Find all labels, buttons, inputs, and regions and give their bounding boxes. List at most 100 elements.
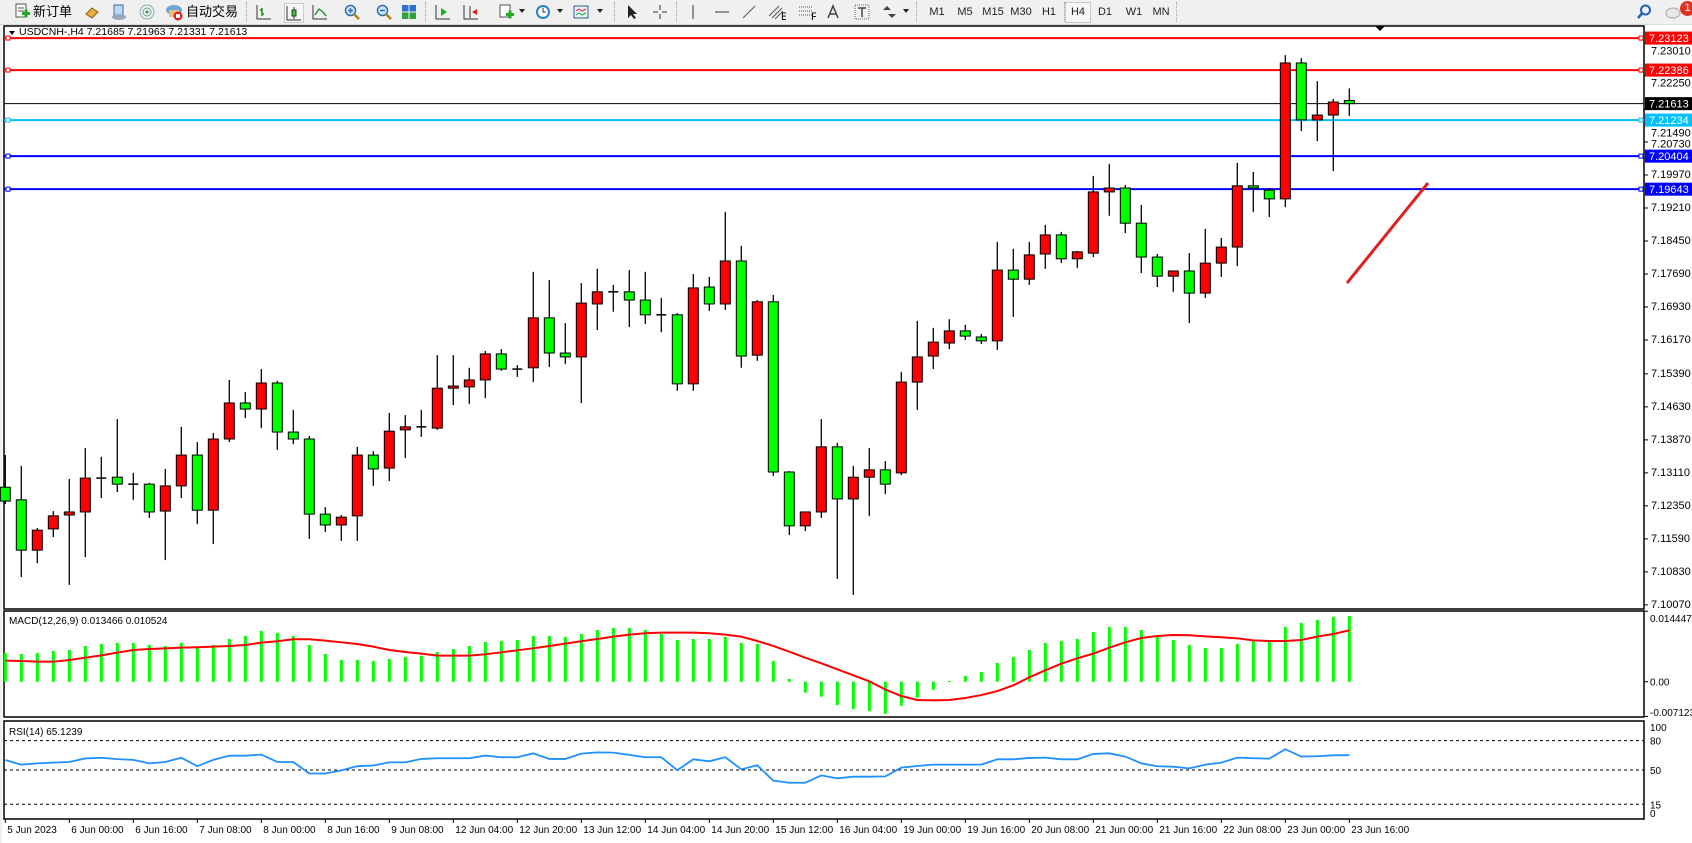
- macd-histogram-bar: [547, 635, 551, 682]
- candle-body: [0, 486, 11, 502]
- candle-body: [1023, 254, 1035, 280]
- arrow-annotation[interactable]: [1345, 182, 1430, 284]
- equidistant-channel-icon: E: [768, 5, 786, 20]
- macd-histogram-bar: [483, 641, 487, 682]
- timeframe-m5[interactable]: M5: [957, 6, 973, 18]
- candle: [799, 511, 811, 532]
- line-handle-right[interactable]: [1638, 117, 1644, 123]
- line-handle-right[interactable]: [1638, 35, 1644, 41]
- timeframe-h1[interactable]: H1: [1041, 6, 1057, 18]
- candle: [959, 324, 971, 340]
- rsi-axis-label: 100: [1650, 723, 1667, 734]
- vertical-line-button[interactable]: [685, 3, 701, 21]
- arrows-button[interactable]: [881, 3, 897, 21]
- fibonacci-button[interactable]: F: [798, 3, 816, 21]
- timeframe-mn[interactable]: MN: [1152, 6, 1170, 18]
- line-handle-left[interactable]: [5, 186, 11, 192]
- text-button[interactable]: [825, 3, 841, 21]
- horizontal-line-button[interactable]: [714, 3, 730, 21]
- toolbar: 新订单 自动交易 E F M1 M5 M15 M30 H1 H4 D1 W1 M…: [0, 0, 1692, 25]
- rsi-title: RSI(14) 65.1239: [9, 727, 83, 738]
- line-handle-left[interactable]: [5, 117, 11, 123]
- chart-shift-icon: [463, 5, 478, 20]
- line-handle-left[interactable]: [5, 153, 11, 159]
- candle-body: [1263, 189, 1275, 200]
- auto-scroll-button[interactable]: [435, 3, 451, 21]
- auto-trading-button[interactable]: [165, 3, 183, 21]
- macd-histogram-bar: [531, 635, 535, 682]
- macd-axis-label: 0.00: [1650, 678, 1670, 689]
- macd-histogram-bar: [323, 653, 327, 682]
- bar-chart-icon: [256, 5, 271, 20]
- templates-button[interactable]: [573, 3, 589, 21]
- periods-button[interactable]: [535, 3, 551, 21]
- gold-icon: [85, 7, 99, 19]
- equidistant-channel-button[interactable]: E: [768, 3, 786, 21]
- templates-dropdown[interactable]: [597, 9, 603, 13]
- candle: [847, 465, 859, 595]
- candle: [63, 478, 75, 585]
- candlestick-button[interactable]: [284, 3, 304, 23]
- candle: [96, 456, 107, 499]
- price-axis-label: 7.14630: [1651, 401, 1691, 413]
- timeframe-m15[interactable]: M15: [982, 6, 1004, 18]
- candle-body: [495, 353, 507, 370]
- chart-shift-marker-icon[interactable]: [1375, 26, 1385, 31]
- price-label-box: [1645, 182, 1692, 196]
- candle: [1071, 250, 1083, 268]
- timeframe-h4[interactable]: H4: [1065, 2, 1091, 23]
- candle-body: [143, 483, 155, 513]
- new-chart-button[interactable]: [499, 3, 515, 21]
- cursor-button[interactable]: [624, 3, 640, 21]
- new-order-button[interactable]: [14, 3, 30, 21]
- line-handle-left[interactable]: [5, 35, 11, 41]
- toolbar-separator: [1064, 2, 1065, 22]
- candle-body: [399, 426, 411, 431]
- chart-shift-button[interactable]: [463, 3, 479, 21]
- candle: [1327, 98, 1339, 172]
- candle: [543, 280, 555, 367]
- zoom-in-button[interactable]: [344, 3, 360, 21]
- line-handle-left[interactable]: [5, 67, 11, 73]
- macd-histogram-bar: [723, 636, 727, 682]
- timeframe-m1[interactable]: M1: [929, 6, 945, 18]
- crosshair-button[interactable]: [652, 3, 668, 21]
- new-chart-dropdown[interactable]: [519, 9, 525, 13]
- macd-histogram-bar: [1203, 647, 1207, 682]
- main-panel-frame: [3, 25, 1645, 610]
- notifications-button[interactable]: [1664, 3, 1682, 21]
- line-handle-right[interactable]: [1638, 186, 1644, 192]
- search-button[interactable]: [1636, 3, 1652, 21]
- arrows-dropdown[interactable]: [903, 9, 909, 13]
- timeframe-d1[interactable]: D1: [1097, 6, 1113, 18]
- candlestick-icon: [286, 6, 301, 21]
- price-label: 7.20404: [1649, 151, 1689, 163]
- candle-body: [159, 485, 171, 512]
- line-chart-button[interactable]: [312, 3, 328, 21]
- macd-histogram-bar: [291, 635, 295, 682]
- trendline-button[interactable]: [741, 3, 757, 21]
- signals-button[interactable]: [139, 3, 155, 21]
- chart-symbol-title: USDCNH-,H4 7.21685 7.21963 7.21331 7.216…: [19, 26, 247, 38]
- candle: [1263, 188, 1275, 218]
- chart-menu-triangle-icon[interactable]: [9, 31, 15, 35]
- new-order-label[interactable]: 新订单: [33, 4, 73, 19]
- line-handle-right[interactable]: [1638, 67, 1644, 73]
- line-handle-right[interactable]: [1638, 153, 1644, 159]
- auto-trading-label[interactable]: 自动交易: [186, 4, 239, 19]
- candle: [335, 514, 347, 542]
- candle: [703, 277, 715, 311]
- bar-chart-button[interactable]: [256, 3, 272, 21]
- terminal-button[interactable]: [111, 3, 127, 21]
- price-axis-label: 7.13870: [1651, 434, 1691, 446]
- candle: [783, 471, 795, 535]
- gold-button[interactable]: [84, 3, 100, 21]
- timeframe-w1[interactable]: W1: [1125, 6, 1143, 18]
- periods-dropdown[interactable]: [557, 9, 563, 13]
- tile-windows-button[interactable]: [401, 3, 417, 21]
- text-label-button[interactable]: [854, 3, 870, 21]
- zoom-out-button[interactable]: [376, 3, 392, 21]
- macd-histogram-bar: [1059, 641, 1063, 682]
- timeframe-m30[interactable]: M30: [1010, 6, 1032, 18]
